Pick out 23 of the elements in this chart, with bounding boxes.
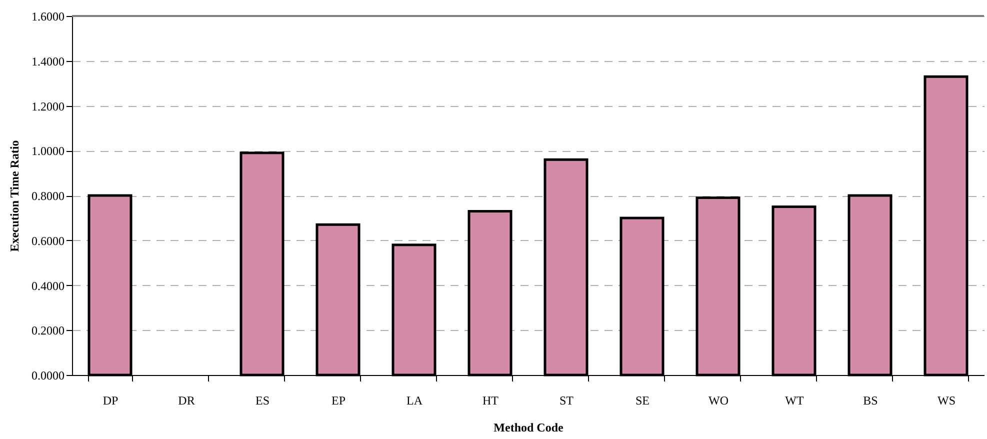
x-tick-label: WT xyxy=(785,394,804,408)
y-tick-label: 1.4000 xyxy=(32,54,64,68)
y-tick-label: 1.2000 xyxy=(32,99,64,114)
x-tick-label: HT xyxy=(482,394,500,408)
y-axis-title: Execution Time Ratio xyxy=(8,140,22,252)
x-tick-label: WO xyxy=(708,394,729,408)
x-tick-label: ES xyxy=(255,394,270,408)
y-tick-label: 0.0000 xyxy=(32,368,64,382)
x-tick-label: WS xyxy=(938,394,956,408)
y-tick-label: 0.4000 xyxy=(32,278,64,293)
x-tick-label: LA xyxy=(406,394,423,408)
x-tick-label: SE xyxy=(635,394,650,408)
x-tick-label: DR xyxy=(178,394,195,408)
x-tick-label: DP xyxy=(102,394,118,408)
x-tick-label: BS xyxy=(863,394,878,408)
x-axis-title: Method Code xyxy=(494,420,564,434)
y-tick-label: 1.6000 xyxy=(32,10,64,24)
y-tick-label: 1.0000 xyxy=(32,144,64,158)
x-tick-label: ST xyxy=(559,394,574,408)
x-tick-label: EP xyxy=(331,394,346,408)
y-tick-label: 0.2000 xyxy=(32,324,64,338)
y-tick-label: 0.6000 xyxy=(32,234,64,248)
y-tick-label: 0.8000 xyxy=(32,189,64,203)
